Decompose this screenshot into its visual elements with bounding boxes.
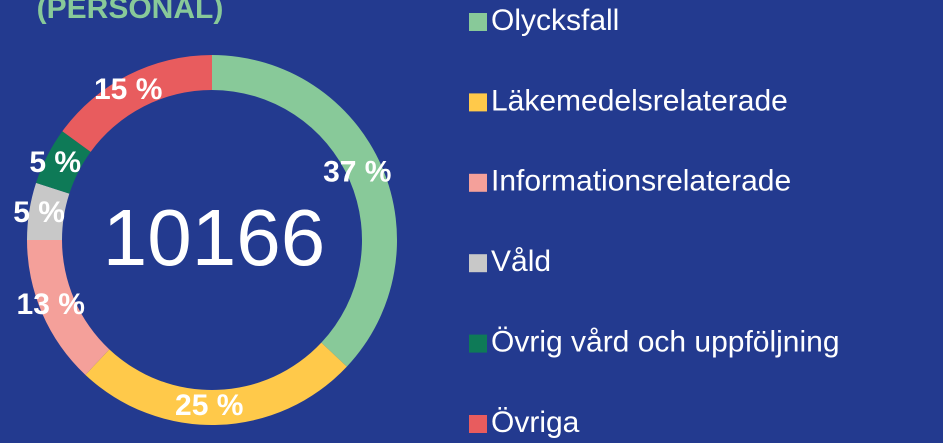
data-label: 37 % xyxy=(323,156,391,189)
legend-label: Informationsrelaterade xyxy=(491,165,791,198)
legend-swatch xyxy=(469,93,487,112)
legend-label: Övrig vård och uppföljning xyxy=(491,326,840,359)
legend-swatch xyxy=(469,254,487,273)
donut-segment xyxy=(36,131,91,194)
data-label: 13 % xyxy=(17,288,85,321)
data-label: 5 % xyxy=(29,146,81,179)
donut-segment xyxy=(27,240,110,375)
legend-label: Övriga xyxy=(491,406,580,439)
donut-segment xyxy=(62,54,213,152)
legend-swatch xyxy=(469,415,487,433)
data-label: 15 % xyxy=(94,73,162,106)
data-label: 25 % xyxy=(175,389,243,422)
legend-label: Våld xyxy=(491,245,551,278)
donut-segment xyxy=(85,342,347,425)
legend-swatch xyxy=(469,173,487,192)
legend-swatch xyxy=(469,334,487,353)
legend-label: Olycksfall xyxy=(491,4,619,37)
center-label: 10166 xyxy=(103,193,325,282)
data-label: 5 % xyxy=(13,196,65,229)
chart-title: (PERSONAL) xyxy=(37,0,224,25)
donut-segment xyxy=(27,182,70,240)
legend-label: Läkemedelsrelaterade xyxy=(491,84,788,117)
legend-swatch xyxy=(469,13,487,31)
donut-segment xyxy=(212,55,397,367)
